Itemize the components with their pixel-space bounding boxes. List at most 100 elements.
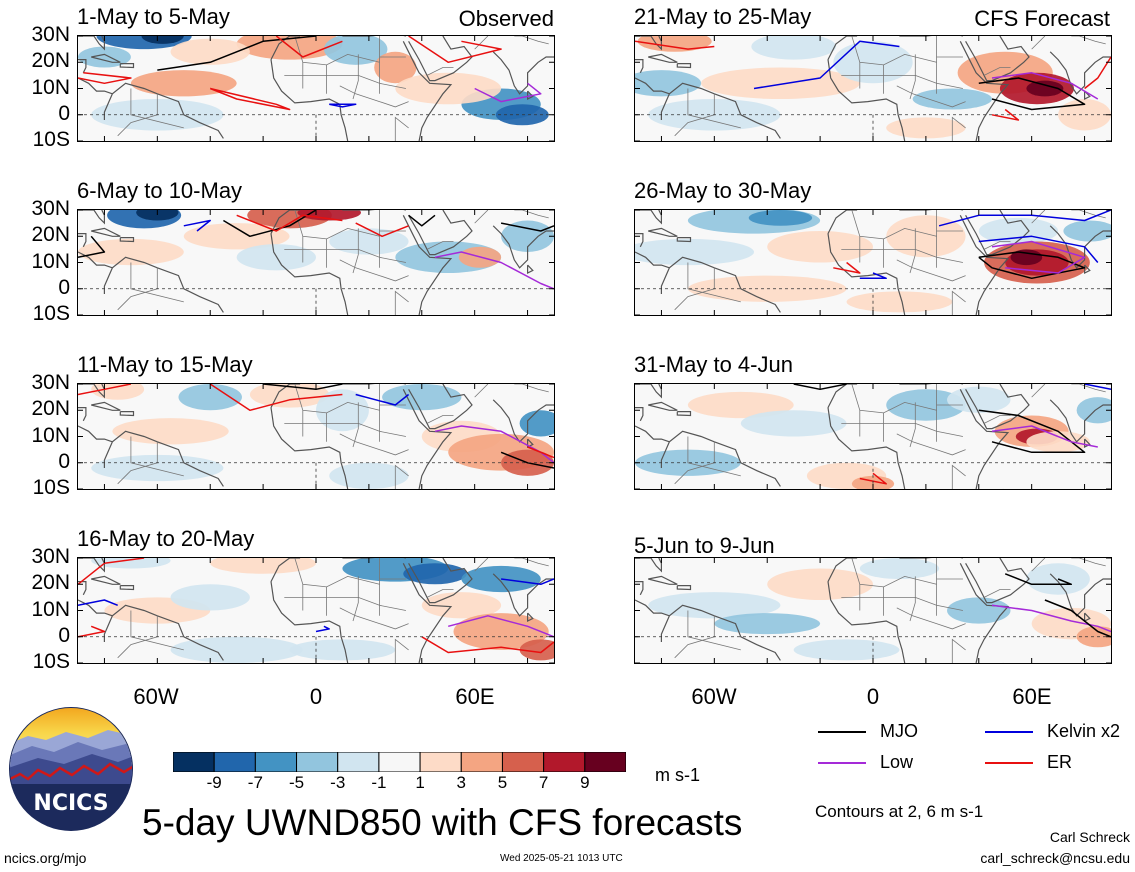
country-border bbox=[294, 558, 380, 588]
colorbar bbox=[172, 751, 627, 773]
panel-period-label: 11-May to 15-May bbox=[77, 352, 253, 377]
country-border bbox=[394, 116, 409, 141]
map-canvas bbox=[635, 384, 1111, 489]
coastline bbox=[959, 563, 1010, 663]
lat-tick-label: 0 bbox=[58, 275, 70, 299]
map-canvas bbox=[635, 210, 1111, 315]
country-border bbox=[851, 36, 937, 66]
coastline bbox=[660, 256, 781, 313]
anomaly-fill bbox=[714, 613, 821, 635]
country-border bbox=[339, 85, 409, 108]
anomaly-fill bbox=[648, 592, 781, 619]
country-border bbox=[130, 88, 184, 129]
legend-swatch-er bbox=[985, 762, 1033, 764]
country-border bbox=[983, 241, 1011, 250]
coastline bbox=[648, 575, 678, 585]
coastline bbox=[78, 59, 87, 74]
colorbar-tick-label: -5 bbox=[288, 773, 305, 792]
source-url: ncics.org/mjo bbox=[4, 850, 87, 866]
coastline bbox=[959, 215, 1010, 315]
lon-tick-label: 60W bbox=[691, 684, 737, 709]
coastline bbox=[78, 233, 87, 248]
lat-tick-label: 30N bbox=[31, 545, 70, 568]
er-contour bbox=[421, 636, 554, 654]
coastline bbox=[827, 210, 858, 234]
legend-label: Kelvin x2 bbox=[1047, 721, 1121, 741]
anomaly-fill bbox=[117, 267, 250, 294]
coastline bbox=[408, 384, 473, 430]
country-border bbox=[951, 464, 966, 489]
colorbar-segment bbox=[543, 751, 586, 773]
coastline bbox=[78, 77, 113, 95]
country-border bbox=[394, 464, 409, 489]
country-border bbox=[294, 36, 380, 66]
country-border bbox=[674, 441, 715, 485]
low-contour bbox=[448, 615, 554, 638]
mjo-contour bbox=[157, 36, 317, 71]
er-contour bbox=[859, 472, 887, 485]
coastline bbox=[91, 53, 121, 63]
colorbar-segment bbox=[501, 751, 545, 773]
anomaly-fill bbox=[329, 228, 409, 255]
coastline bbox=[527, 612, 534, 622]
kelvin-contour bbox=[183, 219, 211, 232]
er-contour bbox=[355, 222, 409, 238]
country-border bbox=[909, 402, 916, 448]
country-border bbox=[352, 576, 359, 622]
map-panel bbox=[634, 209, 1112, 316]
logo-text: NCICS bbox=[33, 791, 108, 816]
coastline bbox=[660, 430, 781, 487]
lat-tick-label: 10N bbox=[31, 75, 70, 99]
anomaly-fill bbox=[1076, 397, 1111, 424]
panel-period-label: 21-May to 25-May bbox=[634, 4, 812, 29]
coastline bbox=[270, 407, 349, 489]
er-contour bbox=[236, 214, 343, 232]
map-panel bbox=[77, 383, 555, 490]
anomaly-fill bbox=[112, 418, 229, 445]
coastline bbox=[648, 227, 678, 237]
coastline bbox=[78, 407, 87, 422]
coastline bbox=[676, 63, 692, 69]
colorbar-tick-label: 3 bbox=[456, 773, 466, 792]
coastline bbox=[527, 90, 534, 100]
chart-title: 5-day UWND850 with CFS forecasts bbox=[142, 802, 743, 843]
map-canvas bbox=[635, 558, 1111, 663]
coastline bbox=[676, 237, 692, 243]
country-border bbox=[514, 384, 549, 393]
er-contour bbox=[78, 72, 132, 85]
country-border bbox=[514, 558, 549, 567]
country-border bbox=[909, 228, 916, 274]
panel-period-label: 1-May to 5-May bbox=[77, 4, 230, 29]
coastline bbox=[635, 599, 670, 617]
country-border bbox=[951, 116, 966, 141]
coastline bbox=[648, 401, 678, 411]
country-border bbox=[339, 259, 409, 282]
kelvin-contour bbox=[753, 40, 900, 90]
country-border bbox=[117, 93, 158, 137]
anomaly-fill bbox=[91, 558, 171, 569]
coastline bbox=[78, 425, 113, 443]
kelvin-contour bbox=[329, 103, 357, 108]
coastline bbox=[660, 604, 781, 661]
anomaly-fill bbox=[637, 36, 712, 52]
country-border bbox=[130, 436, 184, 477]
lat-tick-label: 30N bbox=[31, 371, 70, 394]
er-contour bbox=[527, 446, 554, 459]
mjo-contour bbox=[263, 384, 343, 391]
colorbar-segment bbox=[378, 751, 421, 773]
units-label: m s-1 bbox=[655, 765, 700, 785]
anomaly-fill bbox=[687, 391, 794, 419]
country-border bbox=[514, 210, 549, 219]
coastline bbox=[91, 227, 121, 237]
coastline bbox=[119, 237, 135, 243]
er-contour bbox=[78, 625, 106, 638]
country-border bbox=[896, 433, 966, 456]
country-border bbox=[951, 638, 966, 663]
panel-period-label: 6-May to 10-May bbox=[77, 178, 243, 203]
low-contour bbox=[991, 72, 1099, 100]
legend-swatch-low bbox=[818, 762, 866, 764]
lat-tick-label: 10S bbox=[32, 128, 70, 151]
anomaly-fill bbox=[178, 384, 242, 411]
coastline bbox=[492, 399, 554, 443]
map-canvas bbox=[635, 36, 1111, 141]
